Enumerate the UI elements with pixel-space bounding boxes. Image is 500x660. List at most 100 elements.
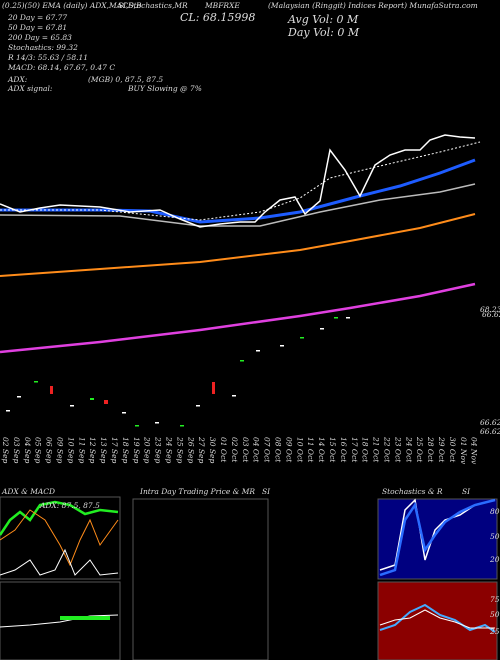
indicator-line: 200 Day = 65.83 [7,33,72,42]
date-label: 19 Sep [132,437,141,464]
date-label: 04 Oct [252,437,261,463]
adx-white [0,548,119,576]
date-label: 25 Oct [415,436,424,463]
date-label: 12 Sep [88,437,97,464]
date-label: 28 Oct [426,436,435,463]
adx-label: ADX: [7,75,28,84]
date-label: 15 Oct [328,437,337,463]
date-label: 25 Sep [175,436,184,464]
stoch-right: SI [462,487,471,496]
macd-line [0,614,119,628]
rsi-tick: 25 [489,627,500,636]
date-label: 21 Oct [372,436,381,463]
date-label: 10 Oct [295,437,304,463]
intraday-title: Intra Day Trading Price & MR [139,487,255,496]
magenta-line [0,282,476,354]
date-label: 30 Sep [208,437,217,464]
intraday-right: SI [262,487,271,496]
price-axis-label: 66.62 [482,310,500,319]
orange-line [0,213,476,277]
date-label: 10 Sep [66,437,75,464]
date-label: 18 Sep [121,437,130,464]
date-label: 03 Sep [12,437,21,464]
date-label: 18 Oct [361,437,370,463]
indicator-line: Stochastics: 99.32 [8,43,78,52]
stoch-white [379,498,496,571]
rsi-tick: 50 [490,610,500,619]
stoch-blue [379,498,496,577]
date-label: 27 Sep [197,436,206,464]
date-label: 04 Nov [470,437,479,465]
date-label: 26 Sep [186,436,195,464]
day-vol: Day Vol: 0 M [287,26,360,39]
date-label: 06 Sep [45,437,54,464]
rsi-line [379,603,496,633]
macd-hist [60,616,110,620]
symbol: MBFRXE [204,1,240,10]
date-label: 17 Sep [110,437,119,464]
candles [6,317,350,427]
price-axis-label: 66.62(00) [480,427,500,436]
stoch-tick: 20 [489,555,500,564]
date-label: 03 Oct [241,437,250,463]
signal-label: ADX signal: [7,84,53,93]
blue-line [0,158,476,224]
indicator-line: R 14/3: 55.63 / 58.11 [7,53,88,62]
stoch-title: Stochastics & R [382,487,443,496]
date-label: 30 Oct [448,437,457,463]
date-label: 01 Oct [219,437,228,463]
stoch-tick: 80 [490,507,500,516]
close: CL: 68.15998 [180,11,255,24]
indicator-line: MACD: 68.14, 67.67, 0.47 C [7,63,115,72]
date-label: 20 Sep [143,436,152,464]
date-label: 11 Oct [306,437,315,463]
date-label: 02 Sep [1,437,10,464]
adx-value: (MGB) 0, 87.5, 87.5 [88,75,163,84]
indicator-line: 20 Day = 67.77 [7,13,67,22]
date-label: 17 Oct [350,437,359,463]
date-label: 09 Sep [56,437,65,464]
stoch-panel [377,498,498,580]
indicator-line: 50 Day = 67.81 [8,23,67,32]
date-label: 08 Oct [274,437,283,463]
rsi-white [379,609,495,629]
date-label: 23 Oct [393,436,402,463]
date-label: 23 Sep [154,436,163,464]
avg-vol: Avg Vol: 0 M [287,13,359,26]
date-label: 01 Nov [459,437,468,465]
rsi-panel [377,581,498,660]
gray-line [0,183,476,227]
date-label: 02 Oct [230,437,239,463]
adx-green [0,500,119,536]
adx-readout: ADX: 87.5, 87.5 [39,501,100,510]
intraday-panel [132,498,269,660]
adx-title: ADX & MACD [1,487,55,496]
price-line [0,134,476,228]
date-label: 24 Oct [404,436,413,463]
adx-orange [0,509,119,567]
date-label: 13 Sep [99,437,108,464]
date-label: 24 Sep [165,436,174,464]
date-label: 11 Sep [77,437,86,464]
price-axis-label: 66.62 [480,418,500,427]
labels: (0.25)(50) EMA (daily) ADX,MACD,BSI,Stoc… [1,1,500,636]
macd-panel [0,581,121,660]
price-axis-label: 68.23 [480,305,500,314]
rsi-tick: 75 [490,595,500,604]
top-middle: SI,Stochastics,MR [118,1,188,10]
date-label: 04 Sep [23,437,32,464]
signal-value: BUY Slowing @ 7% [127,84,202,93]
date-label: 29 Oct [437,436,446,463]
dotted-line [0,141,481,221]
stoch-tick: 50 [490,532,500,541]
source: (Malaysian (Ringgit) Indices Report) Mun… [268,1,478,10]
top-line: (0.25)(50) EMA (daily) ADX,MACD,B [2,1,142,10]
date-label: 22 Oct [383,436,392,463]
date-label: 07 Oct [263,437,272,463]
date-label: 14 Oct [317,437,326,463]
date-label: 09 Oct [284,437,293,463]
date-label: 16 Oct [339,437,348,463]
date-label: 05 Sep [34,437,43,464]
